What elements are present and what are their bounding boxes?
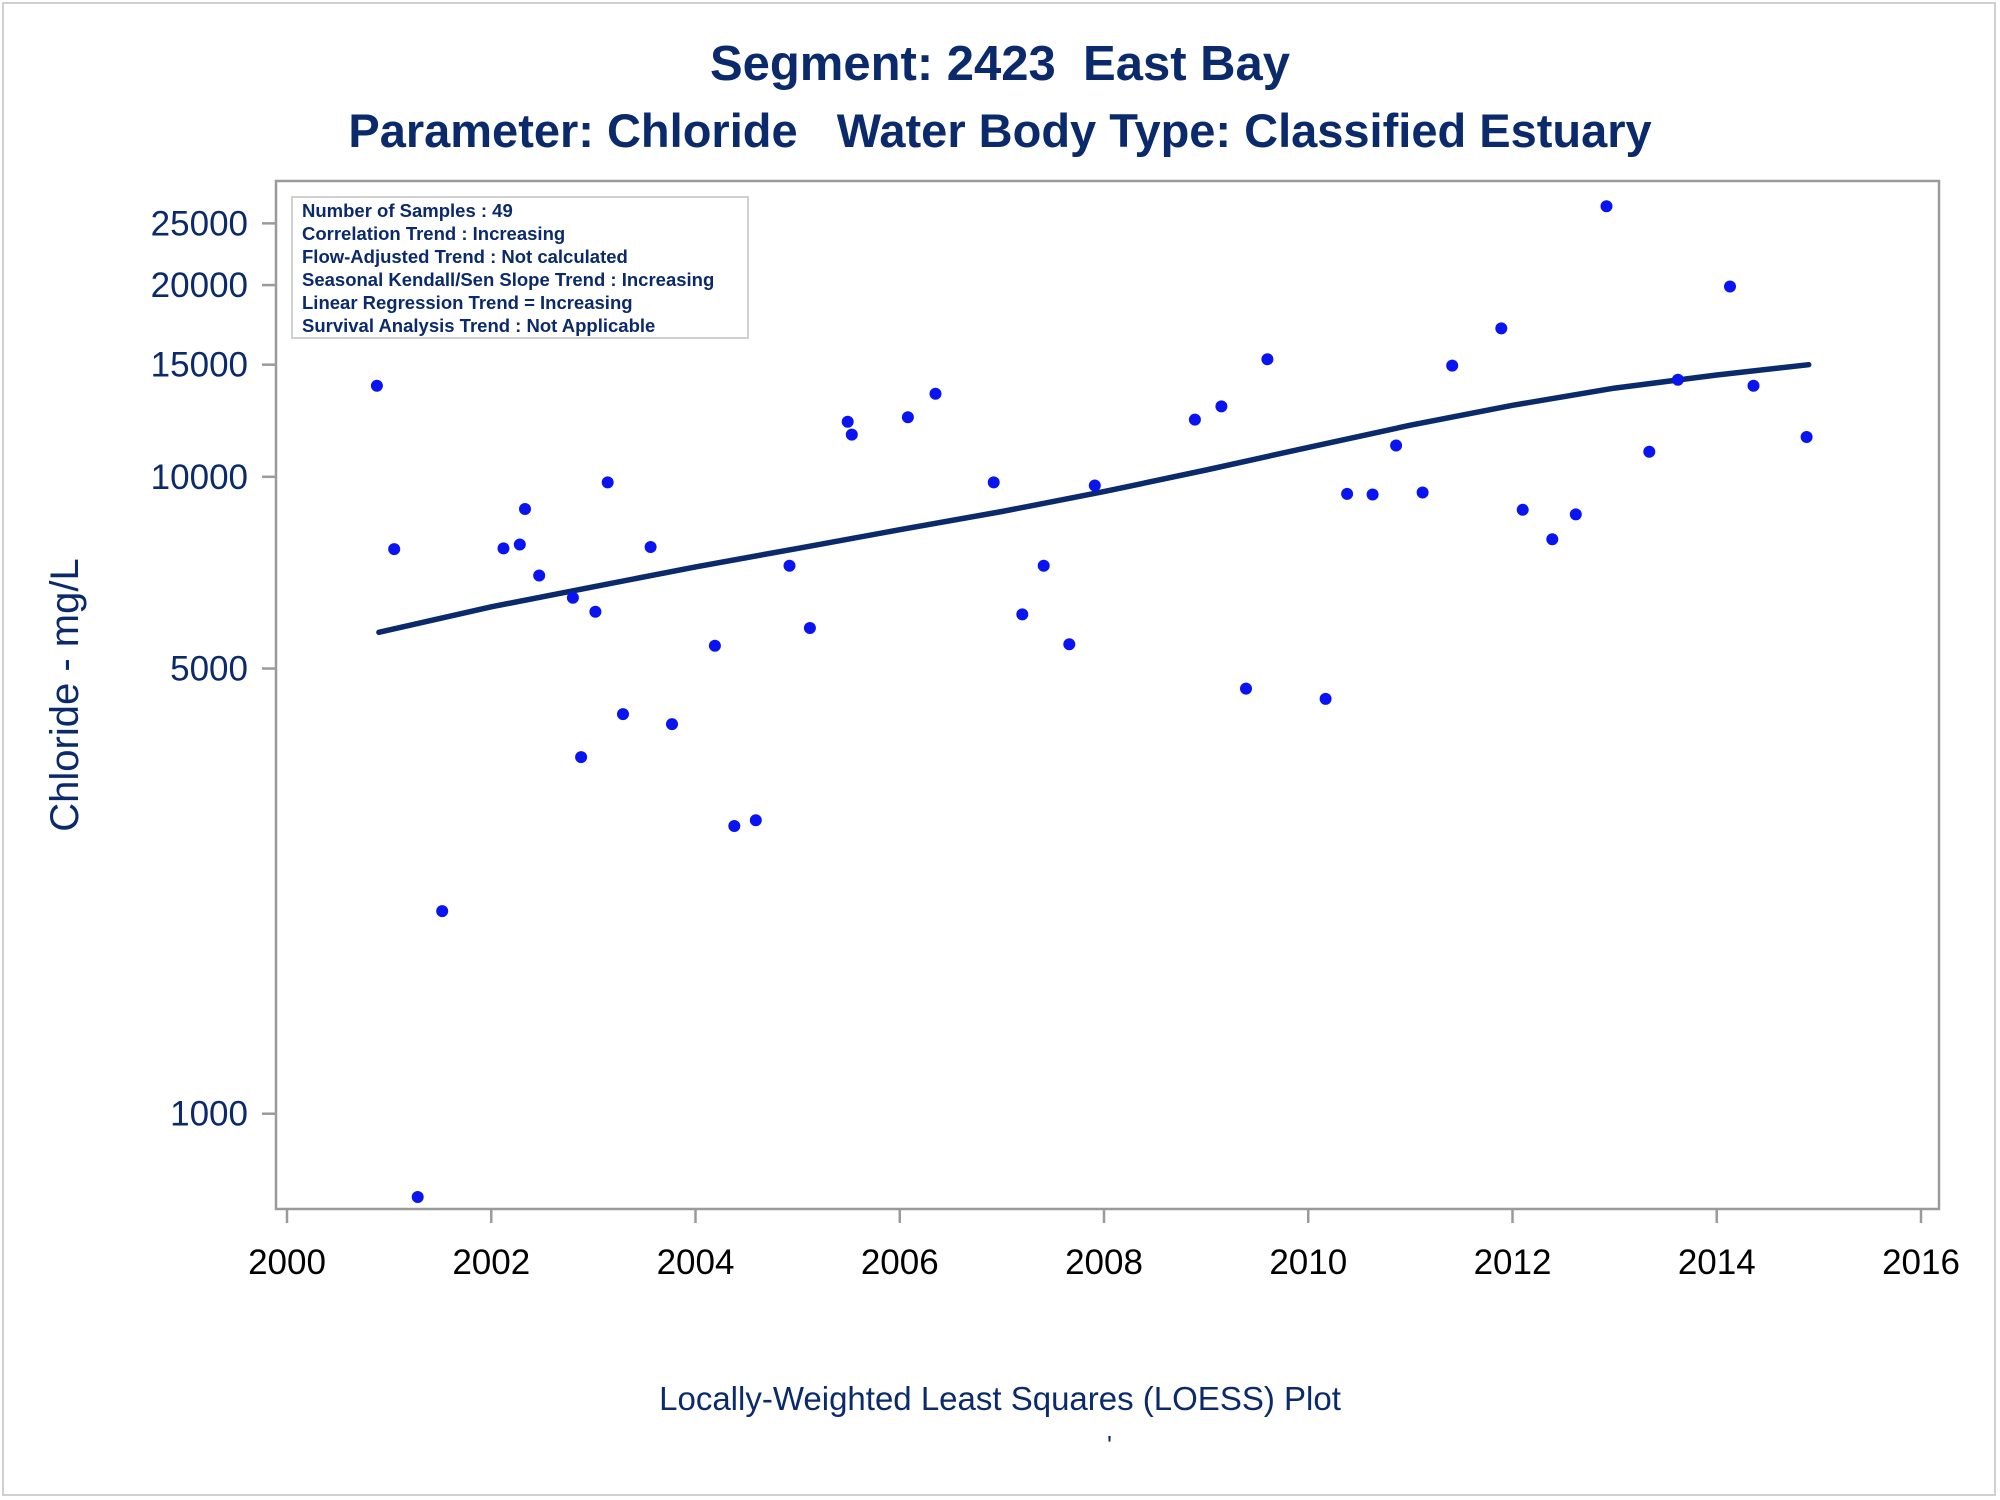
data-point (901, 411, 914, 424)
stats-legend-line: Seasonal Kendall/Sen Slope Trend : Incre… (302, 269, 714, 290)
data-point (1546, 533, 1559, 546)
data-point (666, 718, 678, 731)
data-point (1446, 359, 1459, 372)
data-point (1319, 692, 1332, 705)
footer-mark: ' (1107, 1430, 1112, 1460)
data-point (1088, 479, 1101, 492)
x-tick-label: 2010 (1269, 1243, 1347, 1282)
y-axis: 1000 5000 10000 15000 20000 25000 (151, 204, 276, 1134)
trend-line-layer (376, 361, 1812, 636)
x-tick-label: 2006 (861, 1243, 939, 1282)
data-point (841, 415, 854, 428)
y-axis-title: Chloride - mg/L (43, 558, 87, 831)
data-point (749, 814, 762, 827)
data-point (1724, 280, 1736, 293)
data-point (1341, 487, 1354, 500)
data-point (1261, 353, 1274, 366)
data-point (1240, 682, 1252, 695)
data-point (1188, 413, 1201, 426)
data-point (589, 605, 602, 618)
data-point (783, 559, 796, 572)
data-point (601, 476, 614, 489)
data-point (566, 591, 579, 604)
data-point (1600, 200, 1613, 213)
x-tick-label: 2008 (1065, 1243, 1143, 1282)
data-point (519, 503, 531, 515)
x-tick-label: 2000 (248, 1243, 326, 1282)
y-tick-label: 10000 (151, 458, 248, 497)
data-point (411, 1191, 424, 1203)
data-point (388, 543, 401, 556)
data-points-layer (370, 200, 1813, 1203)
data-point (436, 905, 449, 918)
data-point (987, 476, 1000, 489)
chart-subtitle: Parameter: Chloride Water Body Type: Cla… (348, 104, 1652, 157)
data-point (1495, 322, 1508, 335)
data-point (575, 751, 588, 764)
data-point (728, 820, 741, 832)
data-point (1643, 445, 1656, 458)
x-tick-label: 2002 (452, 1243, 530, 1282)
data-point (1063, 638, 1076, 651)
x-tick-label: 2016 (1882, 1243, 1960, 1282)
chart-title: Segment: 2423 East Bay (709, 37, 1291, 91)
data-point (1800, 431, 1813, 443)
x-tick-label: 2004 (657, 1243, 735, 1282)
data-point (1516, 503, 1529, 516)
data-point (533, 569, 546, 582)
x-axis: 2000 2002 2004 2006 2008 2010 2012 2014 2016 (248, 1209, 1960, 1282)
y-tick-label: 25000 (151, 204, 248, 243)
y-tick-label: 20000 (151, 266, 248, 305)
data-point (803, 622, 816, 634)
stats-legend-line: Linear Regression Trend = Increasing (302, 292, 633, 313)
y-tick-label: 15000 (151, 346, 248, 385)
data-point (1016, 608, 1029, 621)
x-tick-label: 2012 (1474, 1243, 1552, 1282)
data-point (1416, 486, 1429, 499)
data-point (1747, 379, 1760, 392)
data-point (370, 379, 383, 392)
data-point (513, 538, 526, 551)
data-point (617, 708, 629, 721)
data-point (929, 387, 942, 400)
stats-legend-line: Survival Analysis Trend : Not Applicable (302, 315, 655, 336)
stats-legend-line: Number of Samples : 49 (302, 200, 513, 221)
data-point (1390, 439, 1403, 452)
stats-legend-line: Correlation Trend : Increasing (302, 223, 565, 244)
y-tick-label: 1000 (170, 1095, 248, 1134)
loess-trend-line (376, 361, 1812, 636)
data-point (1215, 400, 1228, 413)
data-point (1569, 508, 1582, 521)
data-point (708, 639, 721, 652)
data-point (1366, 488, 1379, 501)
plot-caption: Locally-Weighted Least Squares (LOESS) P… (659, 1380, 1341, 1417)
x-tick-label: 2014 (1678, 1243, 1756, 1282)
data-point (644, 541, 657, 553)
y-tick-label: 5000 (170, 650, 248, 689)
stats-legend-line: Flow-Adjusted Trend : Not calculated (302, 246, 628, 267)
data-point (1037, 559, 1050, 572)
data-point (845, 428, 858, 441)
plot-area (274, 179, 1941, 1211)
data-point (1671, 373, 1684, 386)
data-point (497, 542, 510, 555)
